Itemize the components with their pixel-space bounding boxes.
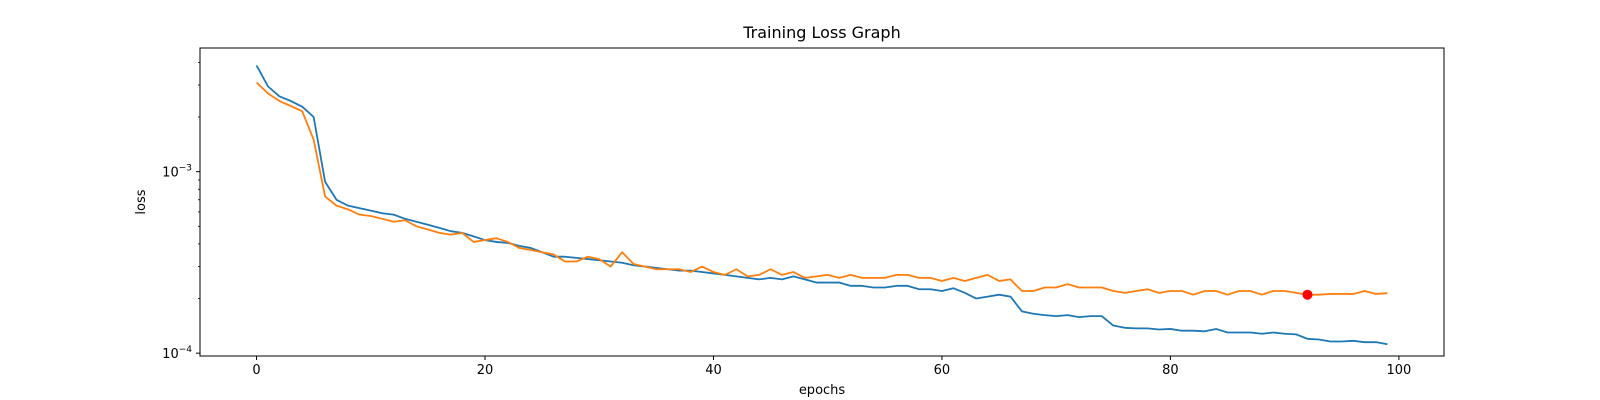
x-tick-label: 40 [705,363,722,378]
x-tick-label: 0 [252,363,260,378]
x-tick-label: 60 [934,363,951,378]
series-line-2 [255,81,1388,296]
plot-lines [255,64,1388,346]
y-tick-label: 10−3 [162,164,192,181]
y-axis-ticks: 10−4 10−3 [162,61,200,362]
x-tick-label: 80 [1162,363,1179,378]
y-tick-label: 10−4 [162,345,192,362]
x-axis-label: epochs [799,383,846,398]
series-line-1 [255,64,1388,346]
chart-title: Training Loss Graph [742,23,900,42]
x-tick-label: 100 [1386,363,1411,378]
y-axis-label: loss [134,189,149,214]
x-axis-ticks: 0 20 40 60 80 100 [252,356,1411,378]
plot-frame [199,47,1445,357]
highlight-marker [1302,289,1313,300]
x-tick-label: 20 [477,363,494,378]
